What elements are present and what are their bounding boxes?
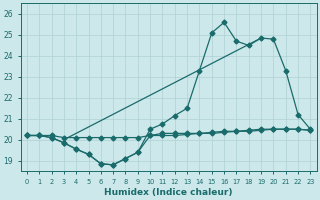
X-axis label: Humidex (Indice chaleur): Humidex (Indice chaleur) [104, 188, 233, 197]
